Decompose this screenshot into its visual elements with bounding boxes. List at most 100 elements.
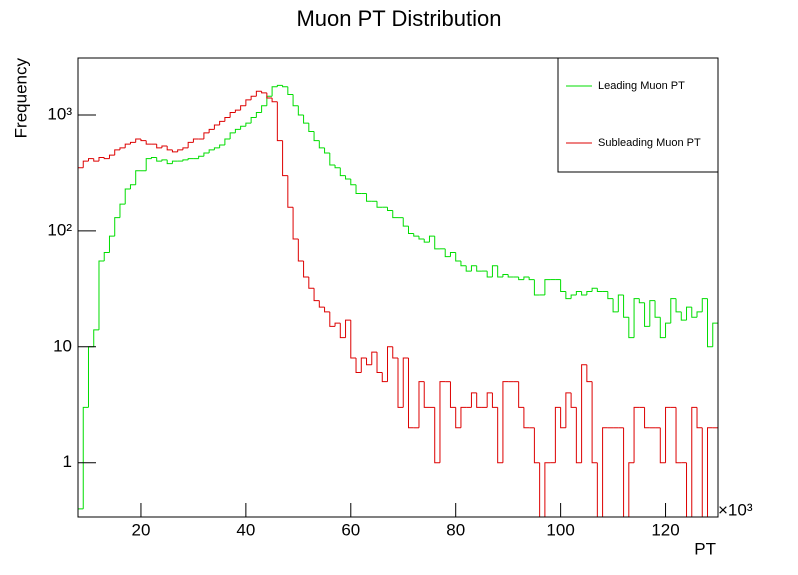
histogram-bin (234, 128, 241, 133)
histogram-bin (523, 407, 530, 429)
histogram-bin (586, 290, 593, 295)
histogram-bin (108, 235, 115, 253)
histogram-bin (345, 175, 351, 180)
histogram-bin (460, 406, 467, 428)
histogram-bin (308, 123, 315, 132)
histogram-bin (124, 188, 131, 205)
histogram-bin (114, 217, 120, 237)
histogram-bin (171, 149, 178, 153)
histogram-bin (565, 392, 572, 428)
histogram-bin (261, 91, 267, 94)
histogram-bin (145, 158, 152, 171)
histogram-bin (659, 317, 666, 339)
legend-label: Subleading Muon PT (598, 137, 701, 149)
histogram-bin (292, 94, 299, 107)
histogram-bin (518, 381, 524, 408)
histogram-bin (208, 128, 215, 133)
histogram-bin (276, 101, 283, 142)
histogram-bin (371, 351, 378, 365)
histogram-bin (140, 139, 147, 142)
histogram-bin (324, 147, 330, 154)
histogram-bin (234, 109, 241, 113)
histogram-bin (240, 125, 246, 130)
histogram-bin (581, 364, 587, 463)
histogram-bin (187, 158, 194, 160)
x-tick-label: 100 (546, 520, 574, 539)
histogram-bin (439, 381, 446, 463)
histogram-bin (339, 323, 346, 339)
histogram-bin (602, 427, 608, 517)
histogram-bin (208, 149, 215, 153)
histogram-bin (129, 184, 136, 189)
histogram-bin (518, 276, 524, 281)
histogram-bin (387, 207, 393, 211)
histogram-bin (554, 406, 561, 463)
histogram-bin (581, 291, 587, 296)
histogram-bin (245, 122, 252, 127)
histogram-bin (680, 311, 687, 321)
chart-title: Muon PT Distribution (296, 6, 501, 31)
histogram-bin (455, 252, 461, 262)
histogram-bin (507, 274, 514, 278)
histogram-bin (659, 427, 666, 464)
histogram-bin (460, 260, 467, 267)
histogram-bin (366, 193, 372, 202)
histogram-bin (129, 141, 136, 145)
histogram-bin (423, 239, 430, 243)
histogram-bin (575, 407, 582, 464)
histogram-bin (633, 406, 640, 463)
histogram-bin (502, 274, 509, 277)
histogram-bin (313, 288, 320, 302)
x-tick-label: 20 (131, 520, 150, 539)
histogram-bin (665, 406, 671, 463)
histogram-bin (628, 462, 635, 517)
x-tick-label: 40 (236, 520, 255, 539)
histogram-bin (114, 149, 120, 156)
histogram-bin (161, 145, 168, 148)
histogram-bin (560, 407, 566, 429)
histogram-bin (612, 298, 619, 313)
histogram-bin (166, 145, 173, 151)
histogram-bin (318, 140, 325, 149)
histogram-bin (570, 392, 577, 408)
histogram-bin (465, 265, 472, 272)
histogram-bin (334, 322, 341, 327)
histogram-bin (177, 149, 183, 152)
histogram-bin (219, 144, 225, 148)
histogram-bin (98, 156, 105, 162)
histogram-bin (675, 298, 682, 313)
histogram-bin (691, 307, 698, 318)
histogram-bin (533, 279, 540, 296)
histogram-bin (449, 252, 456, 257)
histogram-bin (407, 226, 414, 234)
histogram-bin (103, 252, 110, 261)
histogram-bin (329, 311, 336, 327)
histogram-bin (455, 407, 461, 429)
histogram-bin (470, 392, 477, 408)
histogram-bin (476, 265, 482, 272)
histogram-bin (402, 217, 409, 227)
histogram-bin (182, 147, 189, 150)
plot-frame (77, 57, 719, 518)
histogram-bin (654, 300, 661, 318)
histogram-bin (360, 357, 367, 373)
histogram-bin (434, 236, 440, 250)
histogram-bin (686, 306, 692, 321)
histogram-bin (376, 352, 383, 373)
histogram-bin (633, 298, 640, 338)
histogram-bin (334, 165, 341, 169)
histogram-bin (696, 311, 703, 318)
histogram-bin (392, 346, 398, 359)
histogram-bin (470, 265, 477, 272)
histogram-bin (350, 179, 357, 186)
histogram-bin (166, 159, 173, 165)
histogram-bin (355, 184, 362, 195)
histogram-bin (303, 114, 309, 124)
histogram-bin (533, 427, 540, 464)
histogram-bin (250, 95, 257, 100)
histogram-bin (303, 260, 309, 278)
histogram-bin (324, 307, 330, 313)
histogram-bin (308, 276, 315, 289)
histogram-bin (449, 381, 456, 408)
